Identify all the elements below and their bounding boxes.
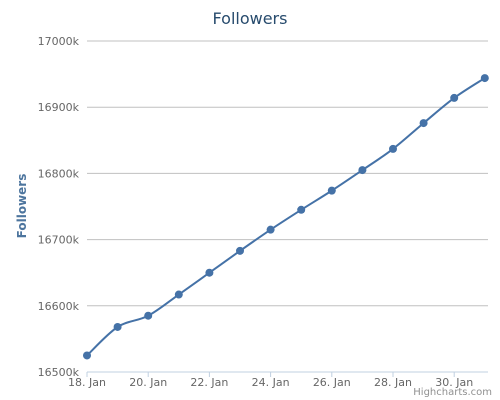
data-point[interactable] <box>297 206 305 214</box>
data-point[interactable] <box>481 74 489 82</box>
data-point[interactable] <box>450 94 458 102</box>
x-tick-label: 22. Jan <box>190 376 228 389</box>
data-point[interactable] <box>205 269 213 277</box>
data-point[interactable] <box>236 247 244 255</box>
data-point[interactable] <box>144 312 152 320</box>
data-point[interactable] <box>328 187 336 195</box>
data-point[interactable] <box>420 119 428 127</box>
data-point[interactable] <box>267 226 275 234</box>
chart-title: Followers <box>213 9 288 28</box>
data-point[interactable] <box>358 166 366 174</box>
y-tick-label: 16600k <box>38 300 80 313</box>
y-tick-label: 16500k <box>38 366 80 379</box>
y-axis-label: Followers <box>15 174 29 239</box>
data-point[interactable] <box>83 351 91 359</box>
y-tick-label: 16700k <box>38 234 80 247</box>
credits-link[interactable]: Highcharts.com <box>413 387 492 398</box>
y-axis: 16500k 16600k 16700k 16800k 16900k 17000k <box>38 35 80 379</box>
grid-layer <box>87 41 488 372</box>
y-tick-label: 17000k <box>38 35 80 48</box>
data-point[interactable] <box>114 323 122 331</box>
y-tick-label: 16800k <box>38 167 80 180</box>
data-point[interactable] <box>389 145 397 153</box>
x-tick-label: 28. Jan <box>374 376 412 389</box>
x-tick-label: 26. Jan <box>313 376 351 389</box>
x-tick-label: 20. Jan <box>129 376 167 389</box>
data-point[interactable] <box>175 291 183 299</box>
x-tick-label: 24. Jan <box>252 376 290 389</box>
y-tick-label: 16900k <box>38 101 80 114</box>
